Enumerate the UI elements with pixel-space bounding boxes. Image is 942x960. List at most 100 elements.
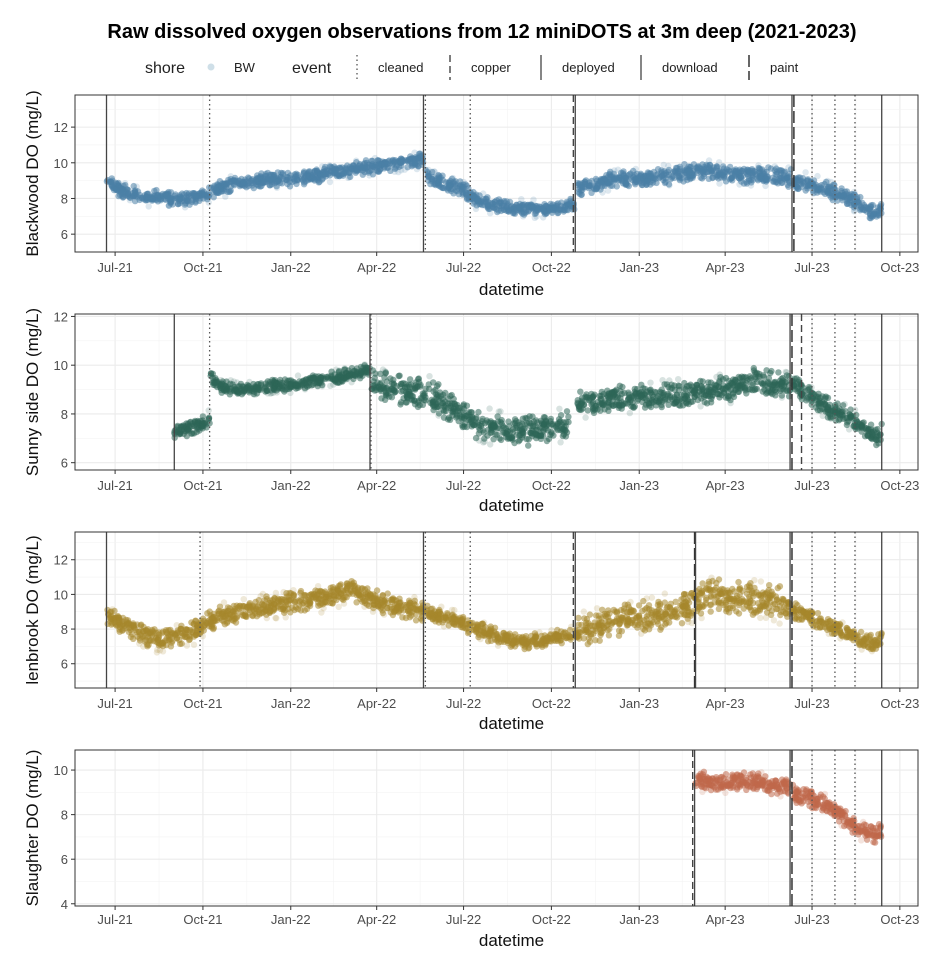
legend-event-title: event xyxy=(292,60,332,77)
data-point xyxy=(411,593,418,601)
data-point xyxy=(153,649,161,656)
data-point xyxy=(665,171,673,179)
x-tick-label: Oct-21 xyxy=(183,260,222,275)
data-point xyxy=(469,192,476,199)
y-axis-title: Sunny side DO (mg/L) xyxy=(23,308,42,476)
data-point xyxy=(262,172,269,180)
data-point xyxy=(340,600,348,607)
x-tick-label: Jan-23 xyxy=(619,478,659,493)
data-point xyxy=(629,616,636,623)
data-point xyxy=(819,393,826,400)
data-point xyxy=(240,389,247,396)
data-point xyxy=(388,394,396,401)
data-point xyxy=(518,196,525,203)
data-point xyxy=(355,162,362,170)
data-point xyxy=(580,608,587,615)
panel-events xyxy=(173,314,883,470)
data-point xyxy=(713,173,720,181)
data-point xyxy=(601,398,609,405)
data-point xyxy=(367,591,374,598)
data-point xyxy=(531,214,538,221)
data-point xyxy=(475,408,482,416)
x-tick-label: Apr-23 xyxy=(706,260,745,275)
data-point xyxy=(702,596,710,604)
data-point xyxy=(280,588,287,596)
data-point xyxy=(622,174,629,181)
data-point xyxy=(599,628,606,635)
data-point xyxy=(374,162,381,170)
data-point xyxy=(508,434,516,442)
data-point xyxy=(802,169,809,176)
data-point xyxy=(289,178,296,185)
data-point xyxy=(874,425,881,433)
data-point xyxy=(532,633,540,640)
x-tick-label: Jul-21 xyxy=(97,478,132,493)
data-point xyxy=(292,382,300,389)
data-point xyxy=(660,616,667,623)
data-point xyxy=(224,604,232,611)
data-point xyxy=(458,617,466,625)
data-point xyxy=(337,581,344,588)
data-point xyxy=(387,596,395,603)
data-point xyxy=(399,614,406,621)
data-point xyxy=(327,382,334,390)
data-point xyxy=(271,606,278,614)
data-point xyxy=(550,432,557,439)
data-point xyxy=(429,175,436,183)
data-point xyxy=(666,377,673,384)
data-point xyxy=(613,183,620,190)
series-3 xyxy=(572,574,793,648)
data-point xyxy=(697,403,704,410)
data-point xyxy=(480,190,487,197)
data-point xyxy=(271,379,278,386)
data-point xyxy=(641,385,649,393)
data-point xyxy=(159,642,167,650)
data-point xyxy=(300,592,307,599)
x-tick-label: Oct-21 xyxy=(183,478,222,493)
data-point xyxy=(212,382,219,389)
data-point xyxy=(665,401,672,408)
data-point xyxy=(312,595,320,603)
data-point xyxy=(792,181,799,188)
data-point xyxy=(523,435,530,443)
data-point xyxy=(544,427,552,434)
data-point xyxy=(378,395,385,402)
data-point xyxy=(219,378,226,385)
data-point xyxy=(205,415,213,422)
data-point xyxy=(381,161,388,168)
data-point xyxy=(682,392,689,399)
data-point xyxy=(147,629,154,636)
data-point xyxy=(682,602,689,609)
data-point xyxy=(603,622,610,629)
data-point xyxy=(345,174,352,181)
data-point xyxy=(329,600,336,607)
data-point xyxy=(395,372,402,380)
data-point xyxy=(765,164,772,171)
data-point xyxy=(659,377,666,384)
data-point xyxy=(783,369,790,376)
legend-event-paint-label: paint xyxy=(770,60,799,75)
data-point xyxy=(637,620,645,627)
data-point xyxy=(820,401,827,408)
data-point xyxy=(529,413,536,420)
data-point xyxy=(240,596,247,603)
data-point xyxy=(440,414,448,421)
data-point xyxy=(574,399,581,407)
data-point xyxy=(328,373,335,380)
data-point xyxy=(635,602,643,609)
data-point xyxy=(301,386,309,393)
legend-event-copper-label: copper xyxy=(471,60,511,75)
data-point xyxy=(877,205,884,213)
data-point xyxy=(340,594,347,601)
data-point xyxy=(781,383,788,390)
data-point xyxy=(227,388,234,395)
data-point xyxy=(569,206,576,213)
data-point xyxy=(579,186,586,194)
data-point xyxy=(735,578,742,586)
data-point xyxy=(290,587,297,594)
data-point xyxy=(273,184,281,191)
data-point xyxy=(269,596,276,604)
data-point xyxy=(210,625,217,633)
data-point xyxy=(162,196,170,203)
data-point xyxy=(655,606,662,614)
